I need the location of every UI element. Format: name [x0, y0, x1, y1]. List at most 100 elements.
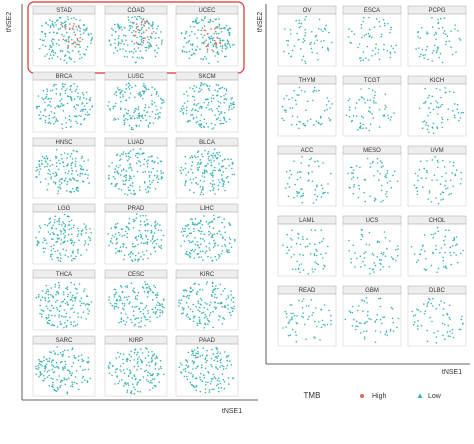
point	[49, 26, 52, 29]
point	[195, 116, 198, 119]
point	[160, 31, 162, 33]
point	[205, 106, 208, 109]
point	[330, 172, 332, 175]
point-high	[211, 49, 214, 51]
point	[183, 50, 186, 53]
point	[58, 286, 60, 289]
point	[296, 195, 299, 197]
point	[193, 230, 195, 233]
point	[449, 161, 451, 163]
point	[213, 376, 216, 378]
point	[132, 128, 134, 131]
legend-marker-high	[360, 394, 364, 398]
subplot-frame	[342, 223, 402, 277]
point	[452, 109, 454, 112]
point	[36, 169, 39, 171]
point	[288, 52, 290, 55]
point	[208, 247, 210, 249]
point	[85, 318, 87, 320]
point	[63, 377, 65, 379]
point	[371, 55, 373, 57]
point	[74, 297, 77, 300]
point	[120, 299, 122, 302]
point	[139, 189, 141, 191]
point	[212, 157, 214, 159]
point	[214, 124, 216, 126]
point	[218, 105, 220, 108]
point	[437, 106, 440, 109]
point	[431, 16, 433, 19]
point	[309, 43, 311, 45]
point	[139, 215, 142, 217]
point	[159, 160, 162, 162]
point	[286, 246, 289, 248]
point	[58, 316, 60, 318]
point	[58, 367, 60, 369]
point	[157, 112, 159, 115]
point-high	[146, 36, 149, 38]
point	[196, 324, 199, 327]
point	[322, 237, 325, 240]
point	[304, 32, 307, 34]
point	[312, 202, 315, 204]
point	[191, 30, 193, 33]
point	[74, 157, 77, 160]
point	[113, 294, 116, 296]
point	[157, 117, 159, 120]
point	[124, 108, 127, 110]
point	[380, 259, 383, 261]
point	[375, 102, 377, 104]
point	[72, 244, 75, 246]
point	[129, 359, 131, 362]
point	[121, 40, 124, 43]
point	[62, 300, 64, 303]
point	[190, 218, 192, 220]
subplot: KIRC	[175, 269, 239, 331]
point	[435, 342, 438, 344]
point	[134, 245, 137, 247]
point	[133, 290, 135, 293]
point	[384, 104, 387, 107]
point	[145, 379, 148, 381]
point	[49, 319, 51, 322]
subplot: THYM	[277, 75, 337, 137]
point	[81, 102, 84, 104]
point	[193, 191, 195, 194]
point	[140, 326, 142, 328]
point	[159, 111, 161, 114]
point	[191, 114, 194, 116]
point	[50, 324, 53, 327]
point	[109, 241, 112, 243]
point	[188, 239, 190, 242]
point	[437, 22, 440, 25]
point	[89, 108, 91, 111]
point	[120, 169, 123, 172]
point	[35, 236, 37, 239]
point	[89, 239, 91, 242]
point	[55, 241, 57, 244]
point	[429, 298, 431, 301]
point	[153, 101, 156, 104]
point	[373, 175, 375, 177]
point	[76, 189, 78, 192]
point	[52, 54, 55, 56]
point	[388, 266, 391, 268]
point	[150, 357, 153, 359]
point	[219, 316, 221, 318]
point	[128, 295, 130, 298]
point	[88, 182, 90, 184]
point	[435, 248, 437, 251]
point	[298, 127, 300, 130]
point	[77, 230, 80, 232]
point	[54, 283, 57, 286]
point	[364, 321, 367, 324]
point	[120, 320, 122, 323]
point	[111, 27, 113, 30]
point	[133, 374, 136, 377]
point	[393, 112, 395, 114]
point	[66, 288, 69, 291]
point	[190, 249, 193, 252]
point	[131, 26, 133, 28]
point	[83, 117, 86, 120]
point	[281, 117, 283, 120]
